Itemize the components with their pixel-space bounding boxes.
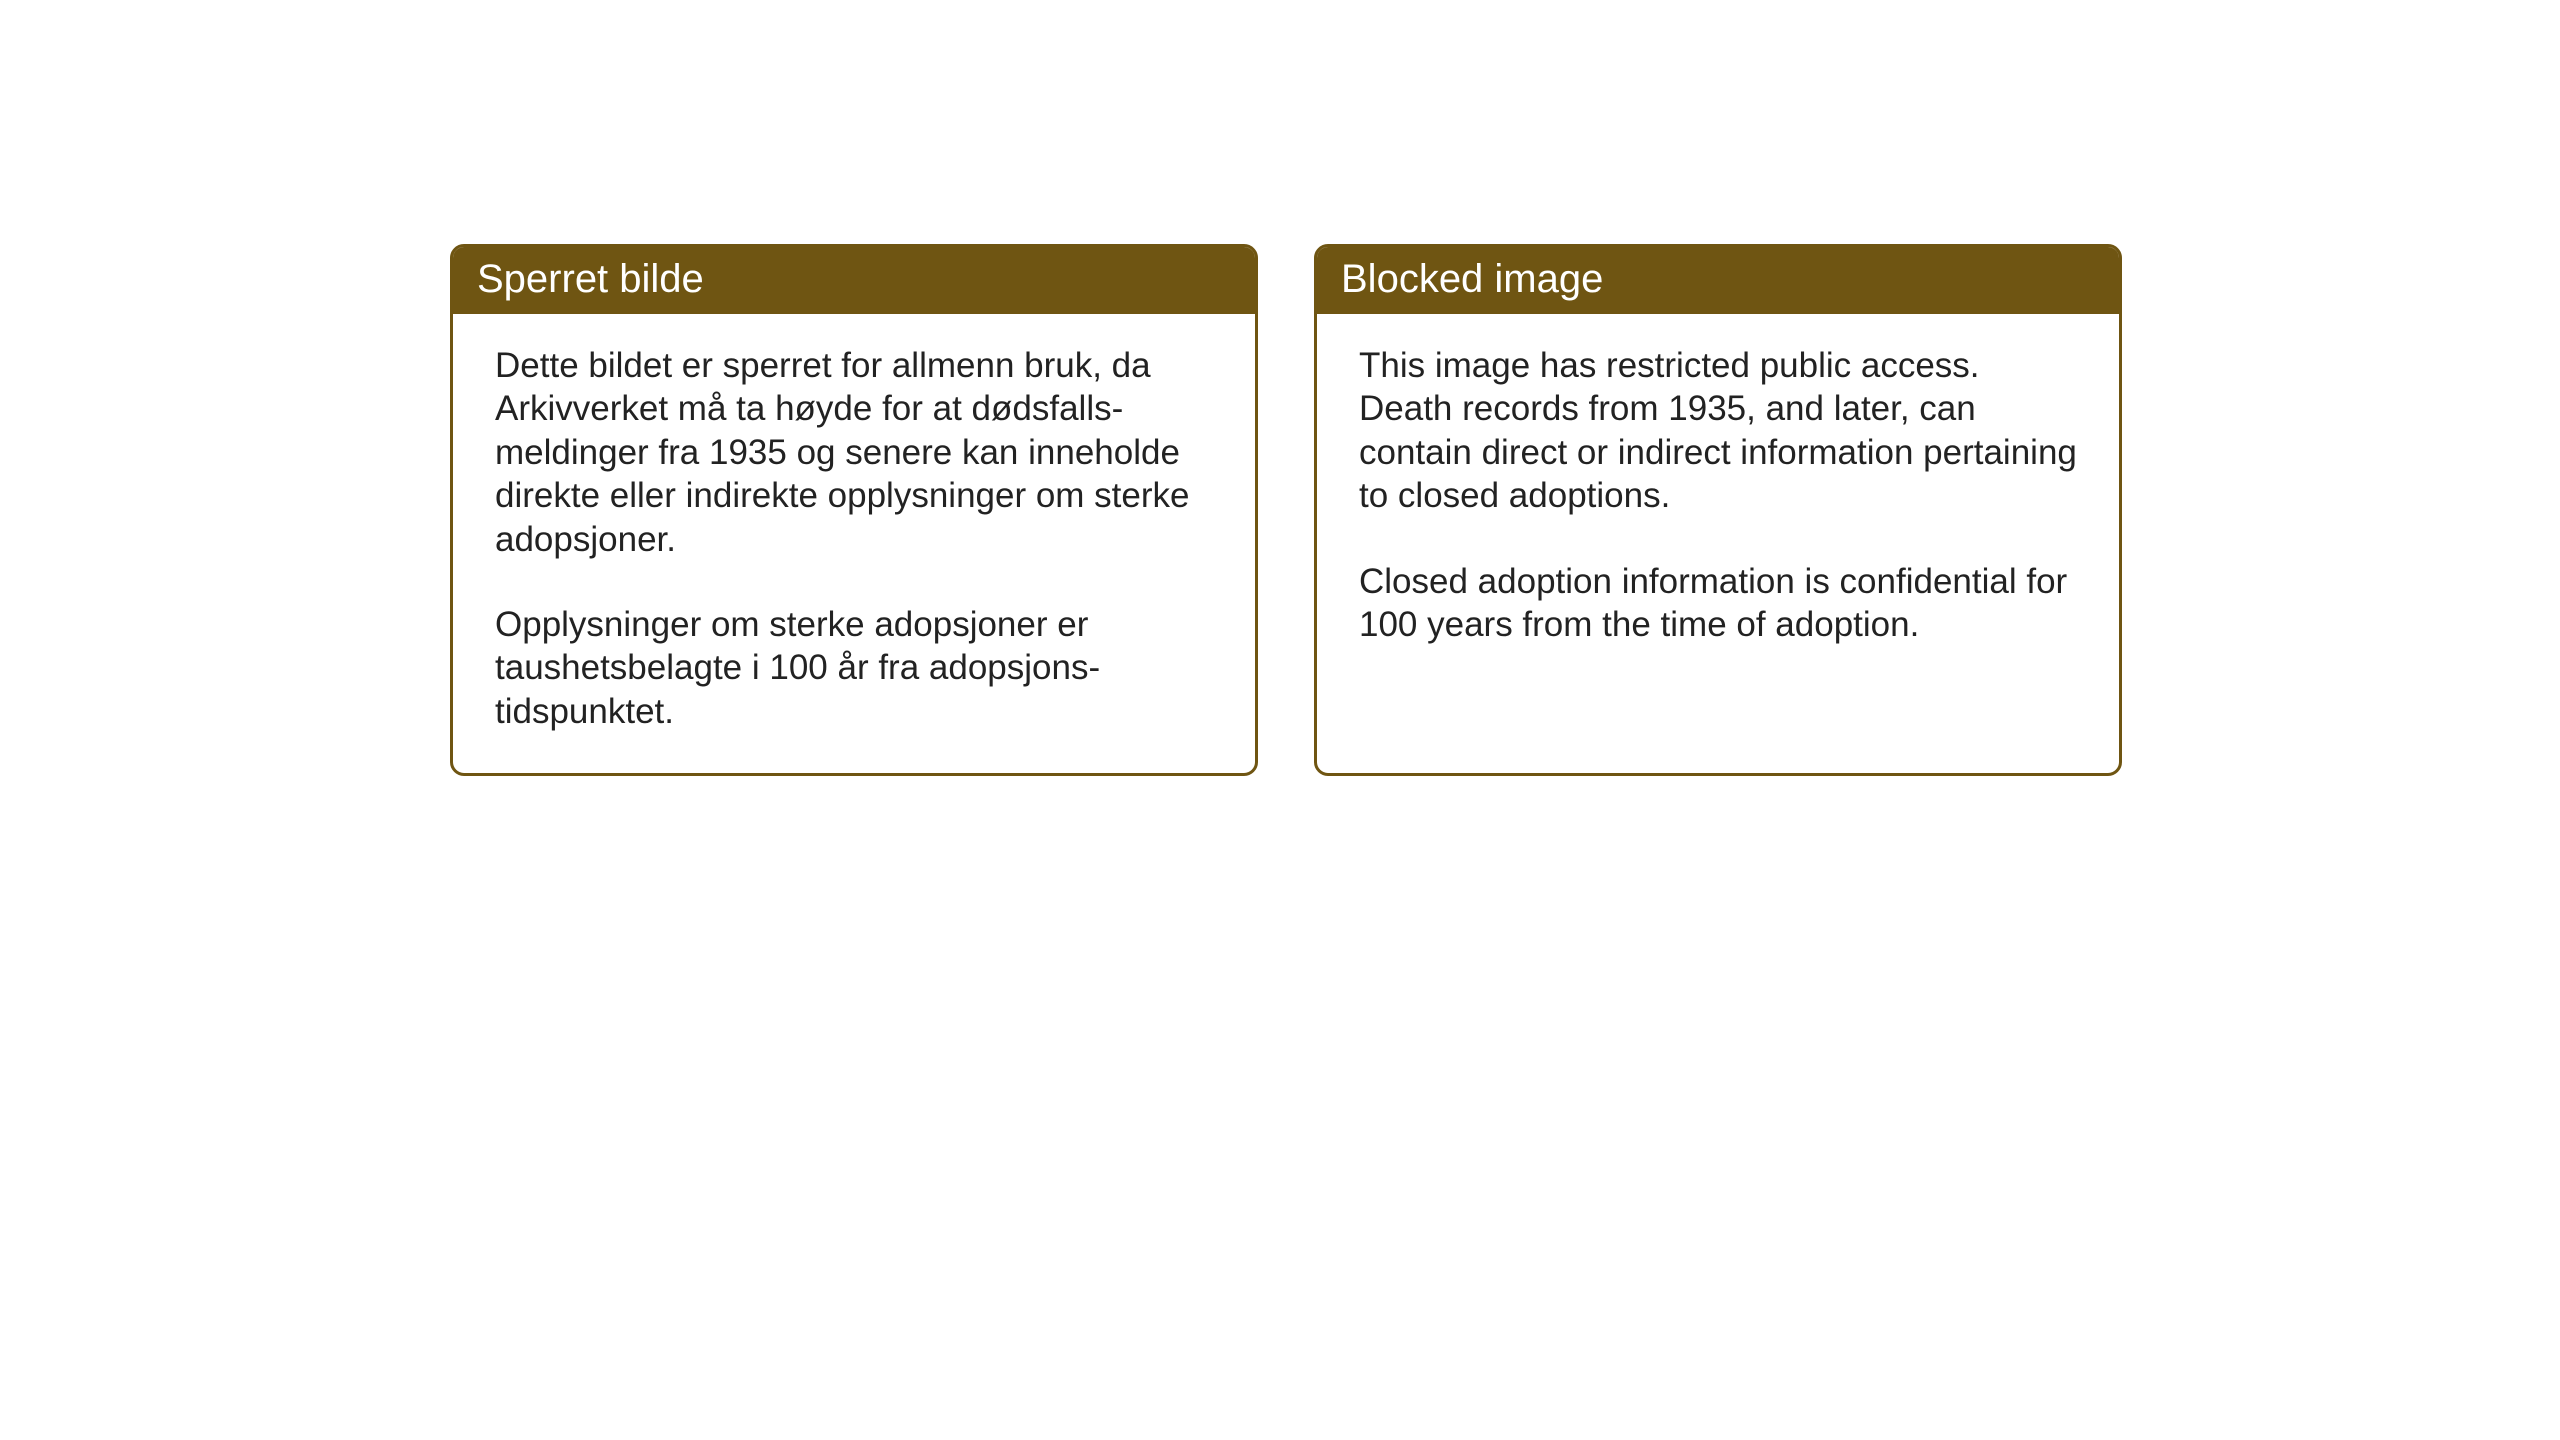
card-paragraph: Closed adoption information is confident… xyxy=(1359,560,2077,647)
notice-container: Sperret bilde Dette bildet er sperret fo… xyxy=(0,0,2560,776)
card-title: Sperret bilde xyxy=(477,257,704,301)
card-paragraph: This image has restricted public access.… xyxy=(1359,344,2077,518)
card-title: Blocked image xyxy=(1341,257,1603,301)
notice-card-english: Blocked image This image has restricted … xyxy=(1314,244,2122,776)
card-body-norwegian: Dette bildet er sperret for allmenn bruk… xyxy=(453,314,1255,773)
card-header-english: Blocked image xyxy=(1317,247,2119,314)
card-header-norwegian: Sperret bilde xyxy=(453,247,1255,314)
card-paragraph: Opplysninger om sterke adopsjoner er tau… xyxy=(495,603,1213,733)
notice-card-norwegian: Sperret bilde Dette bildet er sperret fo… xyxy=(450,244,1258,776)
card-paragraph: Dette bildet er sperret for allmenn bruk… xyxy=(495,344,1213,561)
card-body-english: This image has restricted public access.… xyxy=(1317,314,2119,732)
